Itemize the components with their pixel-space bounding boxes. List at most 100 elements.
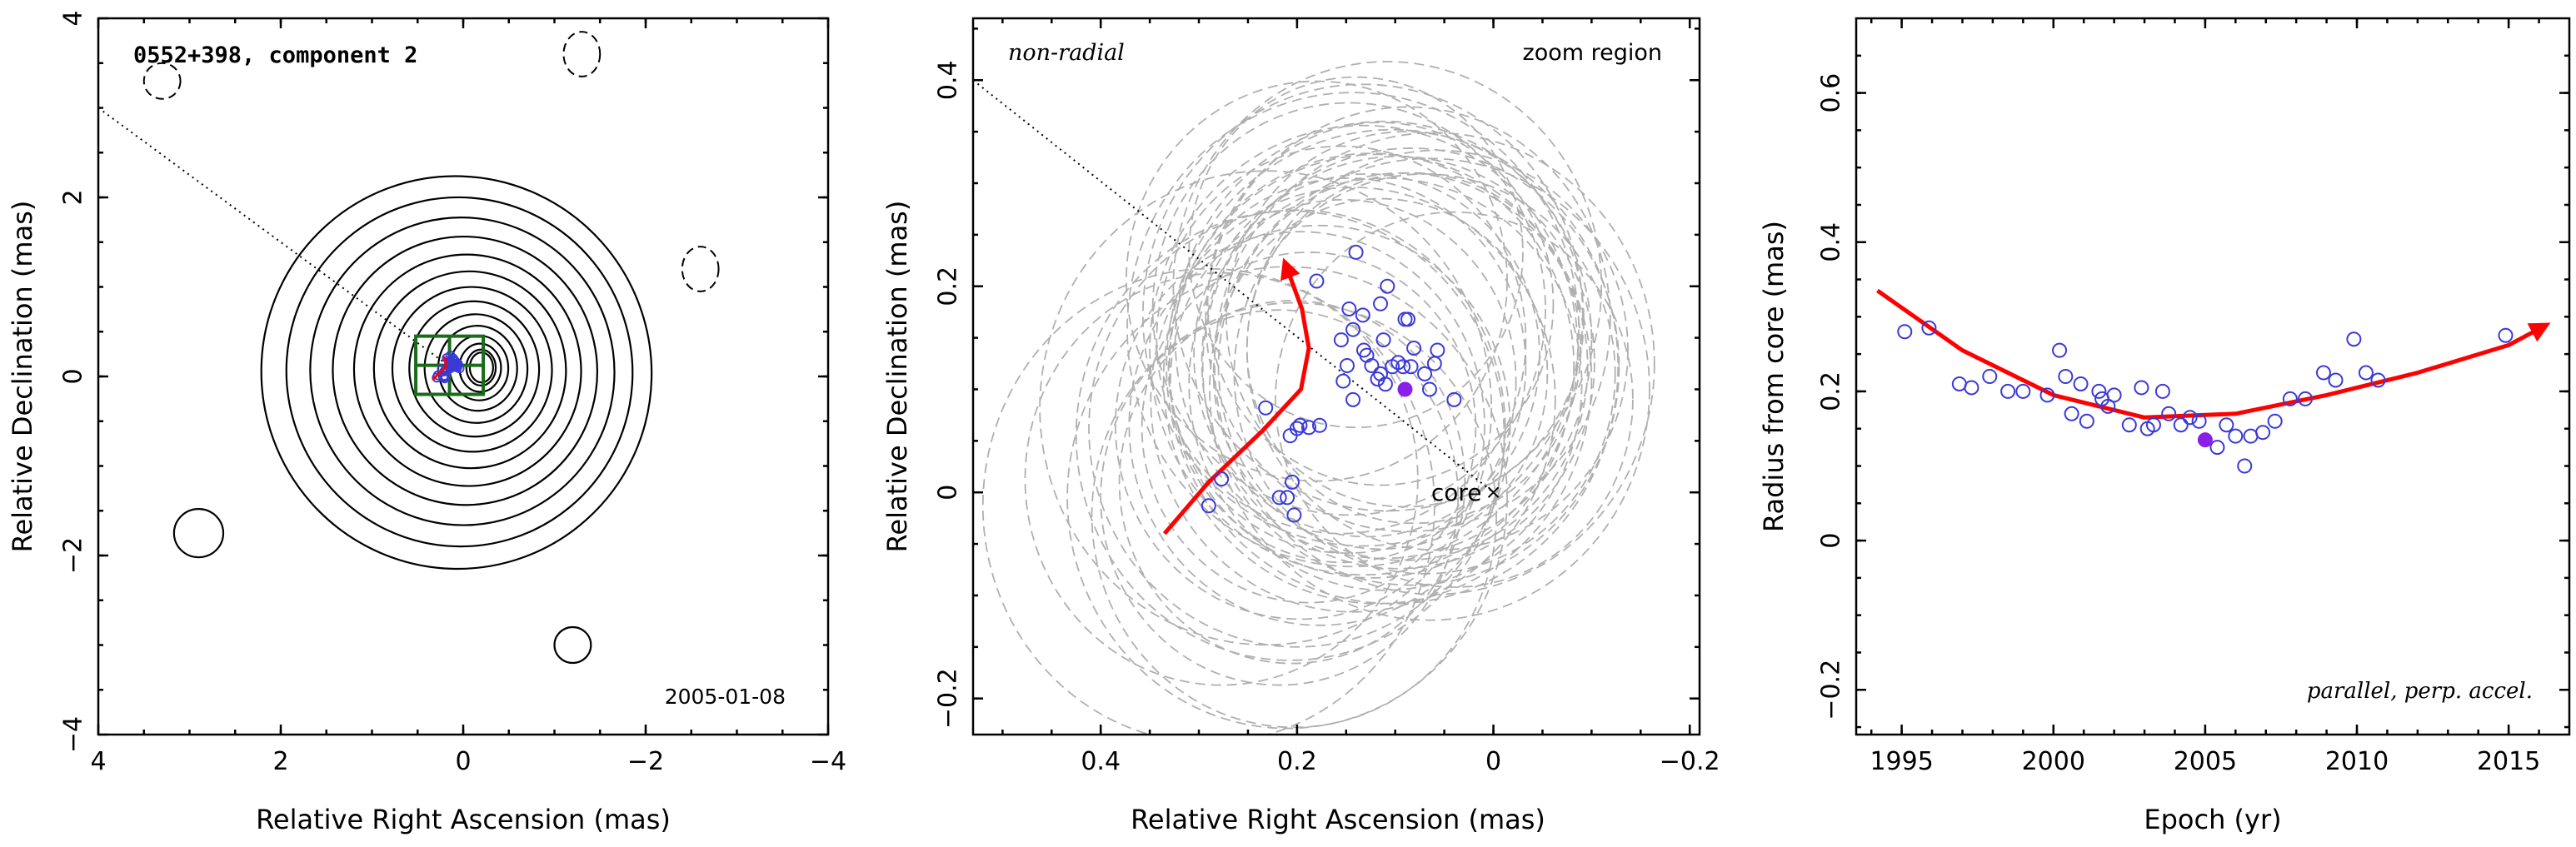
component-point [1397,311,1413,327]
component-point [1355,307,1370,323]
contour-level [332,235,599,506]
error-ellipse [1151,102,1546,516]
radius-point [2106,387,2122,403]
contour-level [309,217,616,526]
panel3-fit-label: parallel, perp. accel. [2307,679,2533,704]
component-point [1377,376,1393,392]
positive-contour [172,507,225,559]
error-ellipse [1100,309,1460,686]
y-tick-label: 0 [934,485,963,501]
component-point [1311,417,1327,433]
panel-zoom-region: core 0.4 0.2 0 −0.2 −0.2 0 0.2 0.4 non-radial z… [881,17,1720,835]
negative-contour [562,31,602,77]
radius-point [2282,391,2298,406]
component-point [1417,366,1433,381]
component-point [1375,332,1391,348]
radius-point [2000,383,2016,399]
contour-level [260,175,653,570]
error-ellipse [1209,157,1650,621]
error-ellipse [1205,106,1611,533]
error-ellipse [1149,124,1579,576]
component-point [1370,371,1385,387]
y-tick-label: 0.2 [934,267,963,306]
component-point [1201,498,1216,514]
component-point [1333,332,1349,348]
radius-point [2154,383,2170,399]
radius-point [2173,417,2189,433]
error-ellipse [1039,170,1493,646]
radius-point [2328,372,2344,388]
x-tick-label: 0.4 [1081,747,1121,776]
component-point [1335,373,1351,389]
panel2-overlay-layer: core [973,79,1500,536]
radius-point [2315,365,2331,381]
x-tick-label: 2005 [2174,747,2237,776]
error-ellipse [1174,120,1593,560]
core-label: core [1431,479,1482,506]
error-ellipse [1168,152,1575,579]
error-ellipse [1141,252,1477,604]
radius-point [2058,369,2074,384]
panel3-ticks [1856,18,2569,735]
contour-level [423,313,529,424]
radius-point [2298,391,2314,406]
x-tick-label: 0 [1485,747,1501,776]
component-point [1385,359,1400,375]
radius-point [2209,440,2225,456]
x-tick-label: −0.2 [1660,747,1720,776]
y-tick-label: −0.2 [1817,660,1846,720]
panel1-ticks [97,17,830,736]
contour-level [408,300,541,438]
radius-point [2161,406,2177,421]
error-ellipse [1169,198,1517,564]
radius-point [2039,387,2055,403]
radius-point [1964,380,1979,396]
error-ellipse [1088,209,1506,648]
y-tick-label: 0 [59,368,88,384]
component-point [1214,471,1230,487]
component-point [1406,340,1422,356]
y-tick-label: 2 [59,189,88,205]
component-point [1421,381,1437,397]
radius-point [2370,372,2386,388]
positive-contour [553,625,592,665]
radius-point [2228,428,2244,444]
y-tick-label: 0.4 [1817,222,1846,262]
panel3-y-axis-label: Radius from core (mas) [1758,221,1790,532]
error-ellipse [1217,172,1589,561]
radius-point [2358,365,2374,381]
panel2-frame [971,17,1701,736]
component-point [1426,356,1442,371]
component-point [1282,428,1298,444]
panel3-tick-labels: 1995 2000 2005 2010 2015 −0.2 0 0.2 0.4 0.6 [1817,73,2541,776]
error-ellipse [981,267,1435,735]
radius-point [2191,413,2207,429]
radius-point [1982,369,1998,384]
component-point [1364,358,1380,374]
contour-level [372,270,567,470]
contour-level [391,286,553,453]
error-ellipse [1075,210,1505,661]
radius-point [2182,410,2198,426]
panel1-title: 0552+398, component 2 [133,42,417,68]
error-ellipse [1201,147,1620,586]
y-tick-label: −0.2 [934,668,963,729]
component-point [1403,359,1419,375]
error-ellipse [1188,76,1524,429]
component-point [1284,474,1300,490]
error-ellipse [1156,145,1527,535]
panel2-ticks [973,18,1700,735]
panel2-zoom-label: zoom region [1523,40,1662,66]
radius-point [2346,331,2362,347]
radius-point [2052,342,2068,358]
y-tick-label: 0 [1817,533,1846,549]
contour-level [285,196,634,548]
component-point [1301,420,1317,436]
panel1-overlay-layer [98,107,486,396]
radius-point [1921,320,1937,336]
radius-point [2015,383,2031,399]
radius-point [2237,458,2253,474]
panel1-y-axis-label: Relative Declination (mas) [7,201,38,553]
x-tick-label: 2010 [2325,747,2389,776]
